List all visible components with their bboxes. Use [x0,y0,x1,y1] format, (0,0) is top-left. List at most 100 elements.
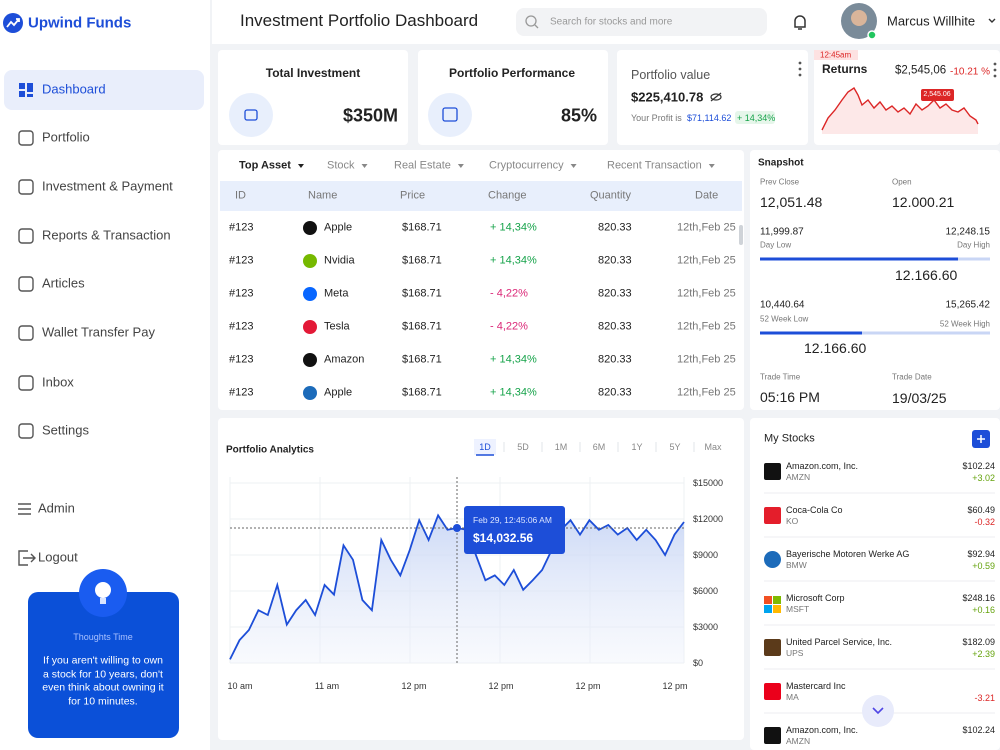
asset-name: Nvidia [324,254,355,267]
card-portfolio-value [617,50,808,145]
card-icon [244,109,258,121]
table-cell: + 14,34% [490,254,537,267]
stock-change: +2.39 [972,648,995,659]
stat-value: 19/03/25 [892,389,947,406]
table-cell: #123 [229,320,254,333]
range-button[interactable]: 5D [517,441,529,452]
returns-marker-bg [921,89,954,101]
stat-label: 52 Week Low [760,314,809,324]
nav-item[interactable]: Dashboard [42,81,106,97]
table-cell: $168.71 [402,320,442,333]
asset-tab[interactable]: Recent Transaction [607,159,702,172]
table-cell: #123 [229,353,254,366]
nav-item[interactable]: Inbox [42,374,74,390]
range-button[interactable]: 1Y [631,441,643,452]
range-button[interactable]: 1D [479,441,491,452]
stock-change: +0.16 [972,604,995,615]
asset-logo [303,254,317,268]
nav-item[interactable]: Admin [38,500,75,516]
stock-price: $92.94 [967,548,995,559]
column-header: Quantity [590,189,631,202]
table-cell: 12th,Feb 25 [677,287,736,300]
table-cell: 820.33 [598,254,632,267]
hover-point [453,524,461,532]
stat-value: 12,051.48 [760,193,823,210]
column-header: Change [488,189,527,202]
tip-bulb [95,582,111,598]
stock-logo [773,596,781,604]
table-cell: $168.71 [402,353,442,366]
stock-ticker: AMZN [786,736,811,747]
bell-icon[interactable] [794,15,806,30]
nav-icon [18,503,31,515]
range-button[interactable]: Max [704,441,722,452]
search-box[interactable] [516,8,767,36]
asset-tab[interactable]: Real Estate [394,159,451,172]
snapshot-title: Snapshot [758,157,804,169]
stat-value: 12.166.60 [804,339,867,356]
table-cell: #123 [229,287,254,300]
stock-price: $102.24 [962,724,995,735]
card-icon-bg [428,93,472,137]
y-tick-label: $9000 [693,549,719,560]
stock-price: $248.16 [962,592,995,603]
stock-change: +0.59 [972,560,995,571]
nav-item[interactable]: Articles [42,275,85,291]
table-cell: - 4,22% [490,320,528,333]
nav-item[interactable]: Settings [42,422,89,438]
column-header: ID [235,189,246,202]
kebab-dot [993,62,997,66]
returns-change: -10.21 % [950,66,991,78]
tip-text: If you aren't willing to own a stock for… [42,654,164,708]
returns-time-badge [814,50,858,60]
card-value: 85% [560,105,597,126]
nav-active-bg[interactable] [4,70,204,110]
range-button[interactable]: 6M [592,441,606,452]
stock-ticker: KO [786,516,799,527]
range-button[interactable]: 1M [554,441,568,452]
snapshot-panel [750,150,1000,410]
user-name[interactable]: Marcus Willhite [887,13,976,29]
stock-price: $60.49 [967,504,995,515]
stat-label: Prev Close [760,177,800,187]
asset-tab[interactable]: Top Asset [239,159,291,172]
stock-price: $182.09 [962,636,995,647]
stock-logo [764,507,781,524]
search-icon [525,15,537,27]
range-button[interactable]: 5Y [669,441,681,452]
asset-tab[interactable]: Cryptocurrency [489,159,564,172]
asset-tab[interactable]: Stock [327,159,355,172]
returns-marker: 2,545.06 [923,90,951,98]
stock-ticker: BMW [786,560,807,571]
my-stocks-panel [750,418,1000,750]
kebab-dot [993,68,997,72]
table-cell: $168.71 [402,221,442,234]
stat-label: Open [892,177,912,187]
nav-item[interactable]: Wallet Transfer Pay [42,324,155,340]
stock-name: United Parcel Service, Inc. [786,636,893,647]
table-cell: #123 [229,221,254,234]
user-chevron[interactable] [988,18,996,23]
stock-price: $102.24 [962,460,995,471]
nav-item[interactable]: Logout [38,549,78,565]
nav-icon [18,423,34,439]
search-placeholder[interactable]: Search for stocks and more [550,16,673,28]
nav-item[interactable]: Portfolio [42,129,90,145]
range-active-bg [474,439,496,455]
x-tick-label: 11 am [314,680,340,691]
stock-ticker: AMZN [786,472,811,483]
asset-logo [303,386,317,400]
nav-item[interactable]: Investment & Payment [42,178,173,194]
column-header: Name [308,189,338,202]
stock-change: -3.21 [974,692,995,703]
x-tick-label: 12 pm [488,680,514,691]
nav-icon [18,550,36,566]
nav-item[interactable]: Reports & Transaction [42,227,171,243]
search-icon [534,24,539,29]
card-label: Portfolio value [631,67,711,82]
eye-icon[interactable] [710,93,722,101]
page-title: Investment Portfolio Dashboard [240,11,479,31]
tip-title: Thoughts Time [73,631,133,642]
scroll-down-button[interactable] [862,695,894,727]
